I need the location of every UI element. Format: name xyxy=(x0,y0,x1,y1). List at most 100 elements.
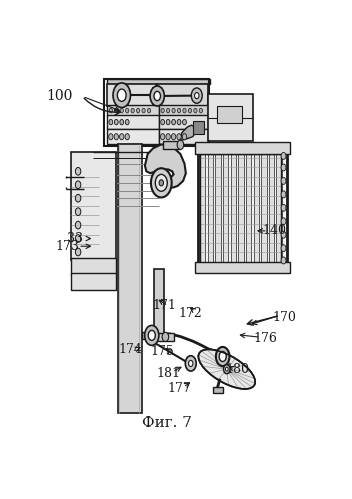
Circle shape xyxy=(194,108,197,113)
Bar xyxy=(215,154,221,264)
Circle shape xyxy=(281,231,286,238)
Circle shape xyxy=(147,108,151,113)
Text: 174: 174 xyxy=(118,343,142,356)
Circle shape xyxy=(137,108,140,113)
Text: 176: 176 xyxy=(253,332,277,345)
Polygon shape xyxy=(181,125,195,141)
Circle shape xyxy=(113,83,131,107)
Circle shape xyxy=(182,134,187,140)
Bar xyxy=(246,154,251,264)
Ellipse shape xyxy=(199,349,255,389)
Circle shape xyxy=(75,208,81,216)
Circle shape xyxy=(125,119,129,125)
Circle shape xyxy=(114,134,119,140)
Bar xyxy=(157,333,174,341)
Circle shape xyxy=(171,134,176,140)
Bar xyxy=(159,105,208,116)
Circle shape xyxy=(281,218,286,225)
Bar xyxy=(142,331,148,339)
Circle shape xyxy=(161,119,165,125)
Bar xyxy=(163,141,181,149)
Circle shape xyxy=(281,153,286,159)
Circle shape xyxy=(191,88,202,103)
Circle shape xyxy=(161,134,165,140)
Circle shape xyxy=(126,108,129,113)
Circle shape xyxy=(148,330,155,340)
Bar xyxy=(107,115,159,129)
Circle shape xyxy=(188,108,191,113)
Text: 173: 173 xyxy=(55,240,79,252)
Circle shape xyxy=(166,119,170,125)
Text: Фиг. 7: Фиг. 7 xyxy=(142,416,192,430)
Bar xyxy=(71,273,116,290)
Circle shape xyxy=(131,108,134,113)
Bar xyxy=(261,154,266,264)
Circle shape xyxy=(109,134,113,140)
Bar xyxy=(253,154,259,264)
Circle shape xyxy=(151,168,172,198)
Circle shape xyxy=(177,119,181,125)
Circle shape xyxy=(185,356,196,371)
Circle shape xyxy=(281,164,286,171)
Bar xyxy=(195,261,290,273)
Circle shape xyxy=(75,235,81,243)
Bar xyxy=(213,353,223,360)
Circle shape xyxy=(75,221,81,229)
Circle shape xyxy=(109,108,113,113)
Bar xyxy=(71,152,116,259)
Circle shape xyxy=(75,248,81,256)
Circle shape xyxy=(224,365,230,374)
Circle shape xyxy=(219,351,226,361)
Circle shape xyxy=(177,140,184,149)
Circle shape xyxy=(183,108,186,113)
Circle shape xyxy=(189,360,193,366)
Circle shape xyxy=(195,92,199,99)
Circle shape xyxy=(120,108,124,113)
Circle shape xyxy=(281,205,286,211)
Bar xyxy=(107,129,159,144)
Circle shape xyxy=(172,119,176,125)
Text: 170: 170 xyxy=(272,311,296,324)
Bar xyxy=(213,387,223,393)
Circle shape xyxy=(225,367,228,371)
Circle shape xyxy=(150,86,164,106)
Circle shape xyxy=(199,108,202,113)
Bar xyxy=(71,258,116,275)
Circle shape xyxy=(162,332,169,341)
Bar xyxy=(200,154,281,264)
Bar xyxy=(195,143,290,154)
Circle shape xyxy=(115,108,118,113)
Circle shape xyxy=(75,181,81,189)
Bar xyxy=(154,269,164,336)
Bar xyxy=(200,154,206,264)
Bar xyxy=(107,79,210,84)
Text: 100: 100 xyxy=(46,89,72,103)
Circle shape xyxy=(166,108,170,113)
Circle shape xyxy=(120,119,124,125)
Bar xyxy=(107,84,157,106)
Bar xyxy=(217,106,242,123)
Text: 177: 177 xyxy=(167,382,191,395)
Text: 172: 172 xyxy=(178,307,202,320)
Bar xyxy=(118,144,142,413)
Circle shape xyxy=(75,194,81,202)
Bar xyxy=(208,154,213,264)
Bar xyxy=(157,84,208,106)
Bar xyxy=(223,154,228,264)
Circle shape xyxy=(159,180,163,186)
Circle shape xyxy=(145,325,159,345)
Bar xyxy=(107,105,159,116)
Circle shape xyxy=(172,108,175,113)
Text: 175: 175 xyxy=(151,345,175,358)
Text: 181: 181 xyxy=(156,367,180,380)
Circle shape xyxy=(109,119,113,125)
Circle shape xyxy=(281,257,286,264)
Circle shape xyxy=(281,245,286,251)
Circle shape xyxy=(117,89,126,101)
Circle shape xyxy=(177,134,181,140)
Circle shape xyxy=(125,134,130,140)
Bar xyxy=(198,150,287,267)
Circle shape xyxy=(75,168,81,175)
Bar xyxy=(159,115,208,129)
Text: 140: 140 xyxy=(263,225,287,238)
